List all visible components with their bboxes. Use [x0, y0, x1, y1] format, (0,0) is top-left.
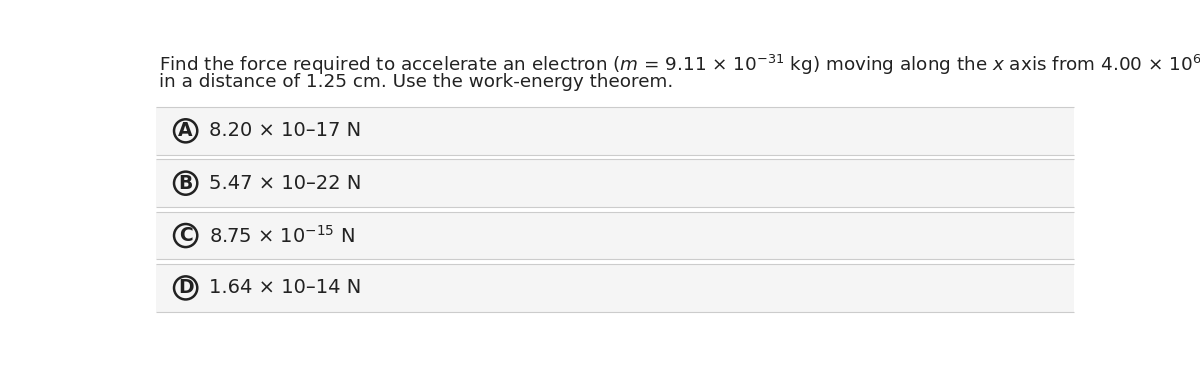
- Bar: [156, 264, 1074, 312]
- Text: B: B: [179, 174, 193, 193]
- Text: 1.64 × 10–14 N: 1.64 × 10–14 N: [209, 279, 361, 297]
- Text: C: C: [179, 226, 192, 245]
- Text: in a distance of 1.25 cm. Use the work-energy theorem.: in a distance of 1.25 cm. Use the work-e…: [160, 73, 673, 91]
- Bar: [156, 107, 1074, 155]
- Text: 5.47 × 10–22 N: 5.47 × 10–22 N: [209, 174, 361, 193]
- Bar: [156, 212, 1074, 259]
- Text: 8.75 × 10$^{-15}$ N: 8.75 × 10$^{-15}$ N: [209, 225, 355, 246]
- Bar: [156, 159, 1074, 207]
- Text: 8.20 × 10–17 N: 8.20 × 10–17 N: [209, 121, 361, 140]
- Text: Find the force required to accelerate an electron ($m$ = 9.11 $\times$ 10$^{-31}: Find the force required to accelerate an…: [160, 53, 1200, 77]
- Text: A: A: [179, 121, 193, 140]
- Text: D: D: [178, 279, 193, 297]
